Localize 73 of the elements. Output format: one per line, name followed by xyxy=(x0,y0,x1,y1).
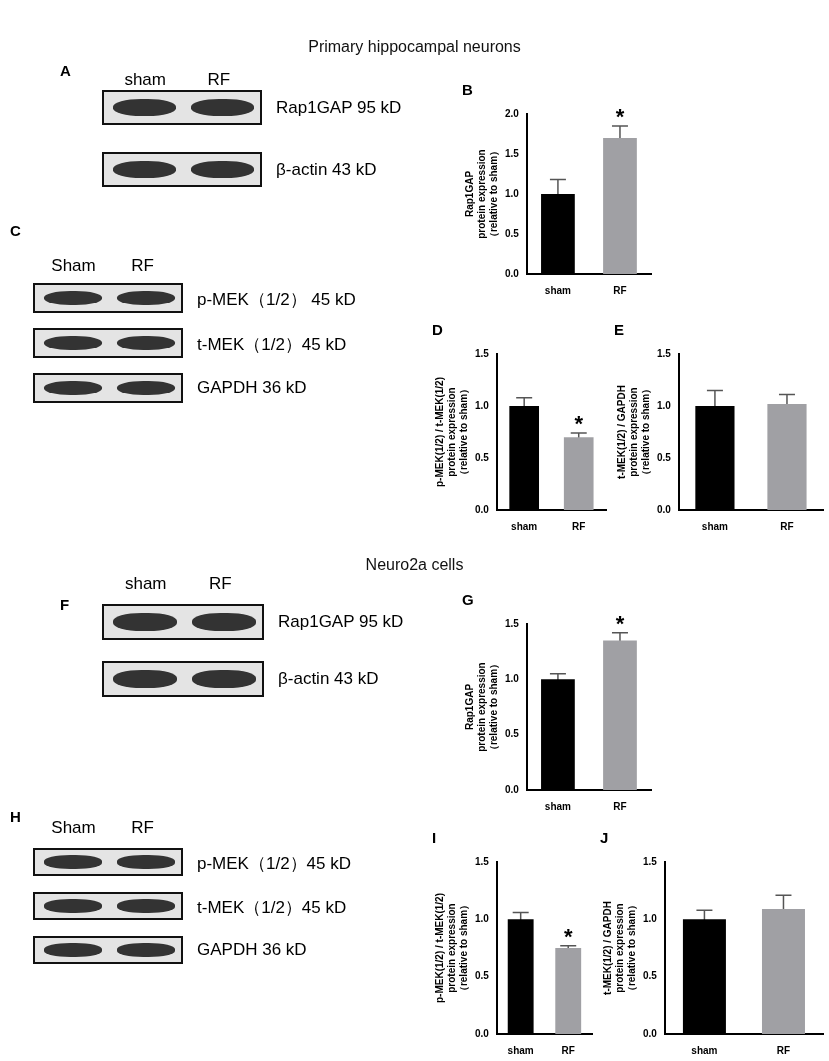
x-tick-label: sham xyxy=(511,520,538,532)
x-tick-label: RF xyxy=(561,1044,575,1056)
y-tick-label: 0.0 xyxy=(475,1027,490,1039)
annotation: * xyxy=(574,411,584,437)
y-tick-label: 0.0 xyxy=(475,503,490,515)
text: Primary hippocampal neurons xyxy=(307,38,522,56)
text: t-MEK（1/2）45 kD xyxy=(197,897,347,919)
text: A xyxy=(60,62,71,79)
y-axis-title: p-MEK(1/2) / t-MEK(1/2) protein expression （relative to sham） xyxy=(433,377,469,487)
y-axis-title: p-MEK(1/2) / t-MEK(1/2) protein expression （relative to sham） xyxy=(433,893,469,1003)
y-tick-label: 1.5 xyxy=(505,147,520,159)
y-tick-label: 0.5 xyxy=(643,970,658,982)
y-tick-label: 0.5 xyxy=(475,451,490,463)
y-axis-title: t-MEK(1/2) / GAPDH protein expression （relative to sham） xyxy=(615,383,651,481)
y-tick-label: 1.5 xyxy=(643,855,658,867)
text: Sham xyxy=(51,818,96,838)
y-tick-label: 0.5 xyxy=(505,227,520,239)
y-tick-label: 0.0 xyxy=(643,1027,658,1039)
y-tick-label: 1.0 xyxy=(475,913,490,925)
text: sham xyxy=(124,70,166,90)
x-tick-label: sham xyxy=(507,1044,534,1056)
y-tick-label: 2.0 xyxy=(505,107,520,119)
text: β-actin 43 kD xyxy=(278,669,379,689)
chart-title: J xyxy=(600,829,609,847)
chart-title: G xyxy=(462,591,474,609)
text: Neuro2a cells xyxy=(364,556,465,574)
annotation: * xyxy=(563,923,573,949)
y-axis-title: Rap1GAP protein expression （relative to sham） xyxy=(463,145,499,243)
y-tick-label: 0.5 xyxy=(505,728,520,740)
chart-title: B xyxy=(462,81,473,99)
annotation: * xyxy=(615,104,625,130)
y-tick-label: 1.0 xyxy=(505,673,520,685)
text: RF xyxy=(131,818,154,838)
x-tick-label: RF xyxy=(572,520,586,532)
x-tick-label: sham xyxy=(701,520,729,532)
text: p-MEK（1/2） 45 kD xyxy=(197,289,356,311)
text: GAPDH 36 kD xyxy=(197,940,307,960)
y-tick-label: 1.5 xyxy=(475,347,490,359)
text: Rap1GAP 95 kD xyxy=(276,97,402,118)
text: t-MEK（1/2）45 kD xyxy=(197,334,347,356)
text: sham xyxy=(124,574,167,594)
y-tick-label: 1.0 xyxy=(475,399,490,411)
chart-title: E xyxy=(614,321,625,339)
y-tick-label: 1.5 xyxy=(475,855,490,867)
y-tick-label: 1.5 xyxy=(657,347,672,359)
text: F xyxy=(60,596,70,613)
text: GAPDH 36 kD xyxy=(197,378,307,398)
text: p-MEK（1/2）45 kD xyxy=(197,853,351,875)
chart-title: I xyxy=(432,829,437,847)
text: C xyxy=(10,222,21,239)
y-tick-label: 0.0 xyxy=(505,783,520,795)
y-tick-label: 0.0 xyxy=(657,503,672,515)
y-tick-label: 1.0 xyxy=(657,399,672,411)
y-tick-label: 1.5 xyxy=(505,617,520,629)
text: RF xyxy=(131,256,154,276)
text: Sham xyxy=(51,256,96,276)
text: H xyxy=(10,808,21,825)
annotation: * xyxy=(615,610,625,636)
y-axis-title: Rap1GAP protein expression （relative to sham） xyxy=(463,658,499,756)
text: β-actin 43 kD xyxy=(276,159,377,180)
chart-title: D xyxy=(432,321,443,339)
y-tick-label: 1.0 xyxy=(505,187,520,199)
y-tick-label: 0.5 xyxy=(475,970,490,982)
y-tick-label: 0.5 xyxy=(657,451,672,463)
x-tick-label: RF xyxy=(780,520,794,532)
x-tick-label: sham xyxy=(691,1044,718,1056)
y-tick-label: 0.0 xyxy=(505,267,520,279)
text: RF xyxy=(208,574,232,594)
text: RF xyxy=(207,70,231,90)
y-axis-title: t-MEK(1/2) / GAPDH protein expression （relative to sham） xyxy=(601,899,637,997)
y-tick-label: 1.0 xyxy=(643,913,658,925)
text: Rap1GAP 95 kD xyxy=(278,612,404,632)
x-tick-label: RF xyxy=(776,1044,791,1056)
